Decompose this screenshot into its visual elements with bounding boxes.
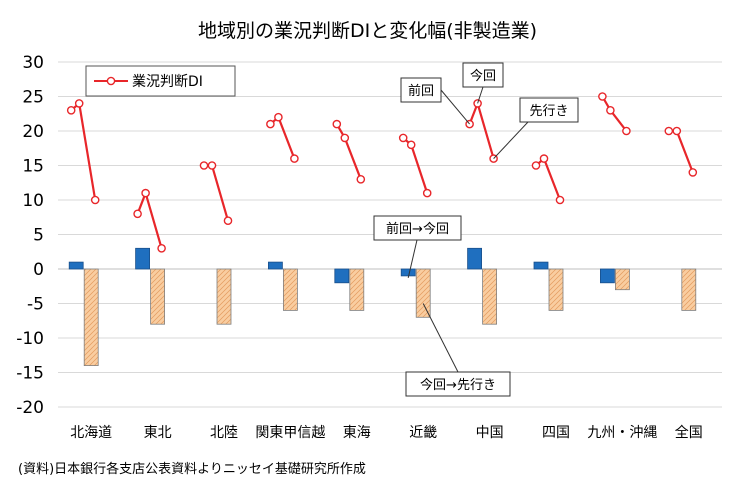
- di-point: [664, 126, 674, 136]
- y-tick-label: -20: [16, 398, 44, 418]
- di-line: [601, 95, 628, 132]
- bar-prev-to-now: [135, 247, 151, 270]
- di-point: [356, 174, 366, 184]
- y-tick-label: 15: [22, 157, 44, 177]
- y-tick-label: -5: [27, 295, 44, 315]
- bar-now-to-fwd: [349, 268, 365, 311]
- di-point: [66, 106, 76, 115]
- y-tick-label: -15: [16, 364, 44, 384]
- di-line: [70, 101, 97, 201]
- legend-label: 業況判断DI: [132, 74, 203, 90]
- di-point: [406, 140, 416, 150]
- di-line: [136, 189, 163, 249]
- bar-prev-to-now: [68, 261, 84, 270]
- bar-prev-to-now: [267, 261, 283, 270]
- x-tick-label: 近畿: [409, 425, 437, 441]
- bar-prev-to-now: [600, 268, 615, 284]
- di-point: [332, 119, 342, 129]
- bar-now-to-fwd: [83, 268, 99, 366]
- di-point: [422, 188, 432, 198]
- di-point: [539, 154, 549, 163]
- source-note: (資料)日本銀行各支店公表資料よりニッセイ基礎研究所作成: [18, 462, 366, 477]
- di-point: [290, 154, 299, 163]
- x-tick-label: 北海道: [70, 425, 112, 441]
- bar-now-to-fwd: [681, 268, 697, 311]
- x-tick-label: 九州・沖縄: [587, 425, 657, 441]
- bar-now-to-fwd: [548, 268, 564, 311]
- di-point: [531, 161, 541, 170]
- callout-prev-box: [400, 77, 442, 103]
- callout-prev-to-now: 前回→今回: [386, 221, 449, 237]
- bar-prev-to-now: [334, 268, 350, 284]
- y-tick-label: 10: [22, 191, 44, 211]
- callout-now: 今回: [470, 68, 496, 84]
- di-point: [266, 119, 275, 129]
- bar-prev-to-now: [533, 261, 549, 270]
- x-tick-label: 関東甲信越: [255, 425, 325, 441]
- di-line: [204, 164, 230, 222]
- callout-now-to-fwd-box: [405, 371, 511, 397]
- callout-fwd-leader: [493, 121, 529, 159]
- callout-fwd: 先行き: [529, 104, 568, 119]
- x-tick-label: 全国: [675, 424, 703, 441]
- callout-prev-to-now-leader: [407, 239, 418, 279]
- x-tick-label: 北陸: [210, 425, 238, 441]
- di-point: [688, 168, 698, 177]
- callout-now-box: [462, 62, 504, 88]
- bar-now-to-fwd: [282, 268, 298, 311]
- x-tick-label: 四国: [542, 425, 570, 441]
- y-tick-label: 0: [33, 260, 44, 280]
- di-point: [555, 195, 565, 205]
- y-tick-label: 30: [22, 53, 44, 73]
- callout-now-to-fwd: 今回→先行き: [420, 377, 496, 393]
- di-point: [157, 243, 166, 253]
- callout-fwd-box: [519, 97, 579, 123]
- di-point: [223, 216, 233, 225]
- di-point: [141, 188, 150, 198]
- y-tick-label: -10: [16, 329, 44, 349]
- callout-prev-to-now-box: [373, 215, 462, 241]
- di-point: [340, 133, 350, 143]
- di-point: [398, 133, 408, 143]
- bar-now-to-fwd: [150, 268, 166, 325]
- di-point: [672, 126, 682, 136]
- di-point: [622, 126, 631, 136]
- y-tick-label: 5: [33, 226, 44, 246]
- x-tick-label: 東北: [144, 425, 172, 441]
- bar-now-to-fwd: [415, 268, 431, 318]
- y-tick-label: 25: [22, 88, 44, 108]
- legend-marker: [106, 76, 116, 86]
- di-line: [335, 123, 362, 180]
- di-line: [668, 129, 694, 173]
- callout-now-leader: [477, 86, 484, 104]
- x-tick-label: 東海: [343, 425, 371, 441]
- bar-prev-to-now: [467, 247, 483, 270]
- bar-prev-to-now: [400, 268, 416, 277]
- di-point: [274, 112, 283, 122]
- di-point: [606, 106, 615, 115]
- di-point: [74, 99, 84, 108]
- bar-now-to-fwd: [615, 268, 630, 291]
- callout-now-to-fwd-leader: [422, 303, 459, 373]
- bar-now-to-fwd: [482, 268, 498, 325]
- di-point: [598, 92, 607, 101]
- chart-title: 地域別の業況判断DIと変化幅(非製造業): [197, 20, 538, 42]
- di-point: [199, 161, 209, 170]
- bar-now-to-fwd: [216, 268, 232, 325]
- x-tick-label: 中国: [476, 425, 504, 441]
- callout-prev: 前回: [408, 83, 434, 99]
- callout-prev-leader: [440, 89, 470, 125]
- y-tick-label: 20: [22, 122, 44, 142]
- di-point: [207, 161, 217, 170]
- di-point: [90, 195, 100, 205]
- di-point: [133, 209, 142, 219]
